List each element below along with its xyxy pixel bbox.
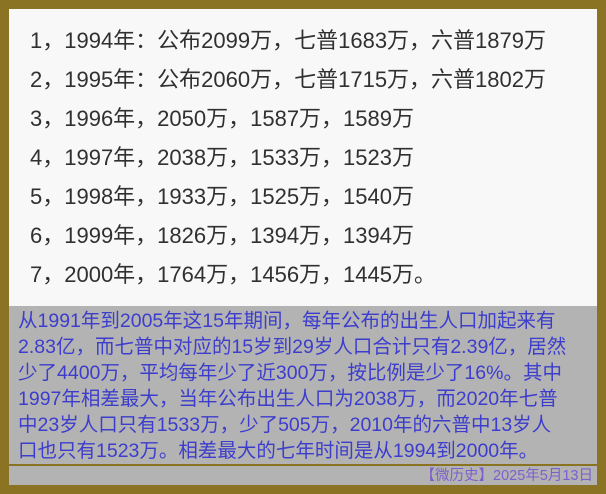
analysis-text-line: 中23岁人口只有1533万，少了505万，2010年的六普中13岁人: [18, 414, 552, 436]
analysis-text-line: 口也只有1523万。相差最大的七年时间是从1994到2000年。: [18, 440, 539, 462]
list-item-1995: 2，1995年：公布2060万，七普1715万，六普1802万: [30, 67, 547, 92]
source-credit: 【微历史】2025年5月13日: [420, 468, 593, 484]
birth-data-list: 1，1994年：公布2099万，七普1683万，六普1879万 2，1995年：…: [9, 9, 597, 306]
divider: [9, 464, 597, 466]
analysis-text-line: 2.83亿，而七普中对应的15岁到29岁人口合计只有2.39亿，居然: [18, 336, 567, 358]
analysis-text-line: 少了4400万，平均每年少了近300万，按比例是少了16%。其中: [18, 362, 562, 384]
footer: 【微历史】2025年5月13日: [9, 466, 597, 485]
list-item-1994: 1，1994年：公布2099万，七普1683万，六普1879万: [30, 28, 547, 53]
analysis-panel: 从1991年到2005年这15年期间，每年公布的出生人口加起来有 2.83亿，而…: [9, 306, 597, 464]
analysis-text-line: 1997年相差最大，当年公布出生人口为2038万，而2020年七普: [18, 388, 558, 410]
list-item-1999: 6，1999年，1826万，1394万，1394万: [30, 223, 415, 248]
list-item-2000: 7，2000年，1764万，1456万，1445万。: [30, 262, 437, 287]
list-item-1997: 4，1997年，2038万，1533万，1523万: [30, 145, 415, 170]
analysis-text-line: 从1991年到2005年这15年期间，每年公布的出生人口加起来有: [18, 310, 556, 332]
list-item-1996: 3，1996年，2050万，1587万，1589万: [30, 106, 415, 131]
list-item-1998: 5，1998年，1933万，1525万，1540万: [30, 184, 415, 209]
